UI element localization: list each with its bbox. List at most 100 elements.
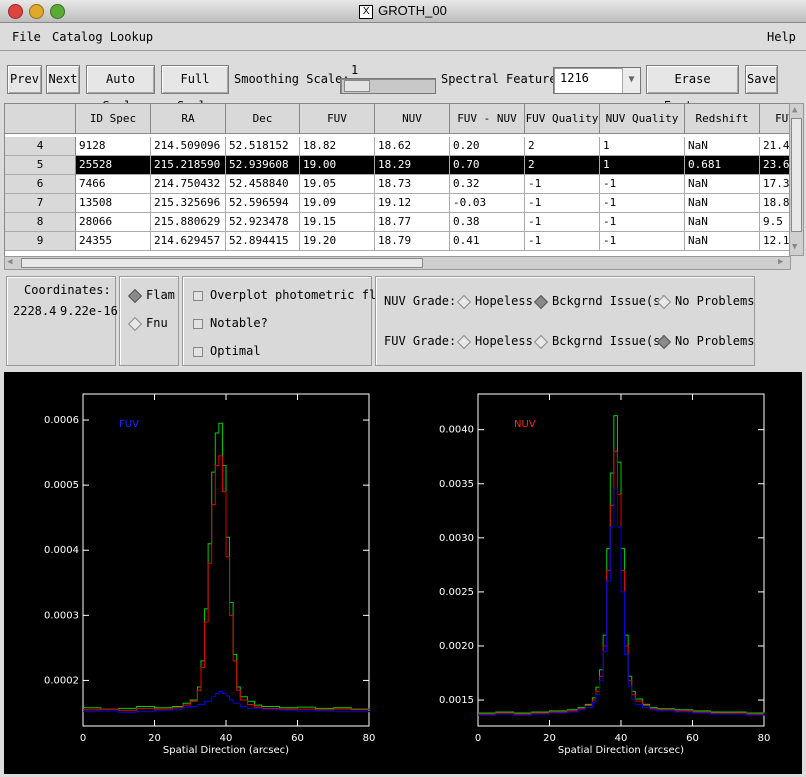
table-cell[interactable]: 214.750432 [151,175,226,194]
radio-icon[interactable] [533,334,549,349]
table-cell[interactable]: 52.894415 [226,232,300,251]
table-cell[interactable]: -1 [600,194,685,213]
table-cell[interactable]: 18.62 [375,137,450,156]
table-cell[interactable]: -1 [600,232,685,251]
table-cell[interactable]: 12.1 [760,232,790,251]
menu-help[interactable]: Help [767,30,796,44]
table-cell[interactable]: 13508 [76,194,151,213]
row-header[interactable]: 9 [5,232,76,251]
table-cell[interactable]: 18.77 [375,213,450,232]
checkbox-icon[interactable] [193,318,203,329]
column-header[interactable]: FUV [300,104,375,134]
save-button[interactable]: Save [745,65,778,94]
scroll-left-icon[interactable]: ◀ [7,257,13,267]
table-cell[interactable]: 9128 [76,137,151,156]
table-cell[interactable]: 0.38 [450,213,525,232]
table-cell[interactable]: 214.629457 [151,232,226,251]
table-cell[interactable]: 18.29 [375,156,450,175]
row-header[interactable]: 7 [5,194,76,213]
column-header[interactable]: NUV [375,104,450,134]
table-cell[interactable]: 215.880629 [151,213,226,232]
spectral-feature-value[interactable]: 1216 [560,71,589,85]
table-cell[interactable]: 19.12 [375,194,450,213]
table-cell[interactable]: 18.73 [375,175,450,194]
fuv-no-problems-radio[interactable]: No Problems [656,334,754,349]
table-cell[interactable]: 52.939608 [226,156,300,175]
flam-radio[interactable]: Flam [127,288,175,303]
table-cell[interactable]: NaN [685,175,760,194]
table-cell[interactable]: 52.518152 [226,137,300,156]
table-cell[interactable]: 0.681 [685,156,760,175]
vertical-scroll-thumb[interactable] [791,118,802,232]
radio-icon[interactable] [456,334,472,349]
fuv-hopeless-radio[interactable]: Hopeless [456,334,533,349]
minimize-window-button[interactable] [29,4,44,19]
table-cell[interactable]: 18.82 [300,137,375,156]
table-cell[interactable]: 18.79 [375,232,450,251]
checkbox-icon[interactable] [193,346,203,357]
table-cell[interactable]: 1 [600,156,685,175]
row-header[interactable]: 5 [5,156,76,175]
menu-file[interactable]: File [12,30,41,44]
table-cell[interactable]: 19.00 [300,156,375,175]
table-cell[interactable]: 19.09 [300,194,375,213]
table-cell[interactable]: 2 [525,137,600,156]
radio-selected-icon[interactable] [127,288,143,303]
table-cell[interactable]: 52.596594 [226,194,300,213]
nuv-no-problems-radio[interactable]: No Problems [656,294,754,309]
optimal-checkbox[interactable]: Optimal [193,344,261,358]
scroll-right-icon[interactable]: ▶ [778,257,784,267]
table-cell[interactable]: 17.3 [760,175,790,194]
prev-button[interactable]: Prev [7,65,42,94]
menu-catalog-lookup[interactable]: Catalog Lookup [52,30,154,44]
table-cell[interactable]: -1 [600,213,685,232]
table-cell[interactable]: -1 [525,194,600,213]
table-cell[interactable]: 0.20 [450,137,525,156]
radio-icon[interactable] [127,316,143,331]
table-cell[interactable]: -1 [525,213,600,232]
table-cell[interactable]: 19.15 [300,213,375,232]
fuv-bckgrnd-radio[interactable]: Bckgrnd Issue(s) [533,334,668,349]
table-cell[interactable]: NaN [685,232,760,251]
horizontal-scroll-thumb[interactable] [21,258,423,268]
table-cell[interactable]: 52.458840 [226,175,300,194]
table-cell[interactable]: 23.6 [760,156,790,175]
column-header[interactable]: FUV Quality [525,104,600,134]
erase-features-button[interactable]: Erase Features [646,65,739,113]
chevron-down-icon[interactable]: ▼ [622,68,640,93]
zoom-window-button[interactable] [50,4,65,19]
table-cell[interactable]: 25528 [76,156,151,175]
table-cell[interactable]: -0.03 [450,194,525,213]
table-cell[interactable]: -1 [525,175,600,194]
overplot-checkbox[interactable]: Overplot photometric flux? [193,288,398,302]
table-cell[interactable]: 19.05 [300,175,375,194]
checkbox-icon[interactable] [193,290,203,301]
column-header[interactable]: FUV - NUV [450,104,525,134]
table-cell[interactable]: 0.32 [450,175,525,194]
full-scale-button[interactable]: Full Scale [161,65,229,113]
table-cell[interactable]: -1 [600,175,685,194]
table-cell[interactable]: NaN [685,194,760,213]
radio-selected-icon[interactable] [533,294,549,309]
table-cell[interactable]: 28066 [76,213,151,232]
table-cell[interactable]: 19.20 [300,232,375,251]
table-cell[interactable]: 0.70 [450,156,525,175]
nuv-hopeless-radio[interactable]: Hopeless [456,294,533,309]
column-header[interactable]: Dec [226,104,300,134]
slider-thumb[interactable] [344,80,370,92]
row-header[interactable]: 4 [5,137,76,156]
column-header[interactable]: FUV [760,104,790,134]
table-cell[interactable]: 18.8 [760,194,790,213]
table-cell[interactable]: 1 [600,137,685,156]
table-vertical-scrollbar[interactable]: ▲ ▼ [789,103,804,256]
table-cell[interactable]: 214.509096 [151,137,226,156]
table-horizontal-scrollbar[interactable]: ◀ ▶ [4,256,791,270]
table-cell[interactable]: 52.923478 [226,213,300,232]
scroll-down-icon[interactable]: ▼ [792,242,798,252]
radio-icon[interactable] [656,294,672,309]
column-header[interactable]: Redshift [685,104,760,134]
fnu-radio[interactable]: Fnu [127,316,168,331]
nuv-bckgrnd-radio[interactable]: Bckgrnd Issue(s) [533,294,668,309]
table-cell[interactable]: NaN [685,137,760,156]
column-header[interactable]: NUV Quality [600,104,685,134]
